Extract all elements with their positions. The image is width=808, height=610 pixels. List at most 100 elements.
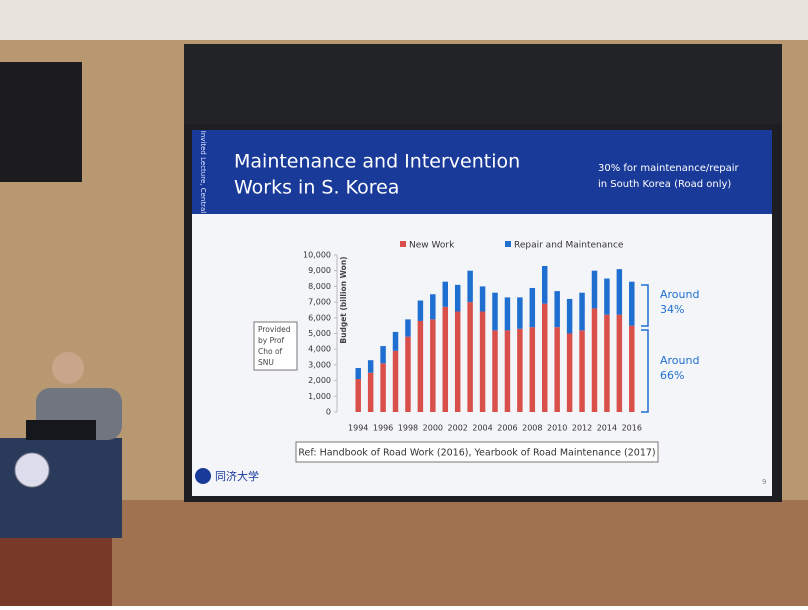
bar-segment <box>566 333 573 412</box>
bar-segment <box>355 368 361 380</box>
bar-segment <box>454 284 461 312</box>
annotation: 66% <box>660 369 684 382</box>
y-tick-label: 10,000 <box>303 251 331 260</box>
provided-text: SNU <box>258 358 274 367</box>
y-tick-label: 4,000 <box>308 345 331 354</box>
wall-lower <box>0 500 808 606</box>
y-tick-label: 5,000 <box>308 329 331 338</box>
bar-segment <box>579 330 585 412</box>
bar-segment <box>517 297 523 329</box>
x-tick-label: 2006 <box>497 424 517 433</box>
reference-box <box>295 441 659 463</box>
y-tick-label: 8,000 <box>308 282 331 291</box>
bar-segment <box>467 302 473 412</box>
bar-segment <box>629 281 635 326</box>
y-tick-label: 1,000 <box>308 392 331 401</box>
x-tick-label: 1998 <box>398 424 418 433</box>
y-axis-label: Budget (billion Won) <box>339 256 348 343</box>
bar-segment <box>492 292 498 331</box>
slide-title: Works in S. Korea <box>234 177 399 199</box>
x-tick-label: 2008 <box>522 424 542 433</box>
bar-segment <box>367 360 374 373</box>
bracket <box>641 329 649 413</box>
bar-segment <box>591 308 598 412</box>
slide-note: in South Korea (Road only) <box>598 179 731 190</box>
bar-segment <box>442 306 448 412</box>
slide-note: 30% for maintenance/repair <box>598 163 740 174</box>
bar-segment <box>529 287 536 328</box>
podium-emblem <box>14 452 50 488</box>
x-tick-label: 2000 <box>423 424 443 433</box>
provided-box <box>253 321 298 371</box>
bar-segment <box>554 291 560 328</box>
x-tick-label: 2002 <box>448 424 468 433</box>
bar-segment <box>355 379 361 412</box>
bar-segment <box>554 327 560 412</box>
legend-label: New Work <box>409 241 455 251</box>
bar-segment <box>442 281 448 307</box>
bar-segment <box>405 319 411 337</box>
logo-mark <box>195 468 211 484</box>
bar-segment <box>430 319 436 412</box>
bar-segment <box>367 372 374 412</box>
provided-text: Provided <box>258 325 291 334</box>
reference: Ref: Handbook of Road Work (2016), Yearb… <box>298 448 655 459</box>
bar-segment <box>517 328 523 412</box>
provided-text: by Prof <box>258 336 284 345</box>
bar-segment <box>604 314 610 412</box>
bar-segment <box>579 292 585 331</box>
bar-segment <box>467 270 473 303</box>
legend-swatch <box>400 241 406 247</box>
annotation: Around <box>660 354 699 367</box>
x-tick-label: 2012 <box>572 424 592 433</box>
y-tick-label: 7,000 <box>308 298 331 307</box>
bar-segment <box>629 325 635 412</box>
bar-segment <box>504 330 511 412</box>
annotation: Around <box>660 288 699 301</box>
provided-text: Cho of <box>258 347 283 356</box>
bar-segment <box>529 327 536 412</box>
bracket <box>641 284 649 327</box>
legend-label: Repair and Maintenance <box>514 241 624 251</box>
screen-housing <box>184 44 782 126</box>
ceiling <box>0 0 808 40</box>
bar-segment <box>542 265 548 304</box>
chart: 0 1,000 2,000 3,000 4,000 5,000 6,000 7,000 8,00… <box>303 241 642 433</box>
speaker-box <box>0 62 82 182</box>
laptop <box>26 420 96 440</box>
y-tick-label: 3,000 <box>308 360 331 369</box>
speaker-head <box>52 352 84 384</box>
bar-segment <box>479 311 486 412</box>
slide-header <box>192 130 772 214</box>
bar-segment <box>492 330 498 412</box>
bar-segment <box>616 269 623 315</box>
bar-segment <box>479 286 486 312</box>
y-tick-label: 2,000 <box>308 376 331 385</box>
bar-segment <box>392 331 399 351</box>
annotation: 34% <box>660 303 684 316</box>
bar-segment <box>504 297 511 331</box>
x-tick-label: 2014 <box>597 424 617 433</box>
bar-segment <box>454 311 461 412</box>
page-number: 9 <box>762 478 766 486</box>
bar-segment <box>566 298 573 334</box>
bar-segment <box>542 303 548 412</box>
slide-title: Maintenance and Intervention <box>234 151 520 173</box>
bar-segment <box>591 270 598 309</box>
bar-segment <box>392 350 399 412</box>
bar-segment <box>417 300 424 321</box>
y-tick-label: 6,000 <box>308 313 331 322</box>
y-tick-label: 9,000 <box>308 266 331 275</box>
legend-swatch <box>505 241 511 247</box>
bar-segment <box>430 294 436 320</box>
x-tick-label: 2010 <box>547 424 567 433</box>
logo-text: 同济大学 <box>215 469 259 483</box>
bar-segment <box>380 363 386 412</box>
side-label: Invited Lecture, Central <box>199 131 207 213</box>
x-tick-label: 2004 <box>472 424 492 433</box>
bar-segment <box>405 336 411 412</box>
x-tick-label: 1994 <box>348 424 368 433</box>
bar-segment <box>417 320 424 412</box>
